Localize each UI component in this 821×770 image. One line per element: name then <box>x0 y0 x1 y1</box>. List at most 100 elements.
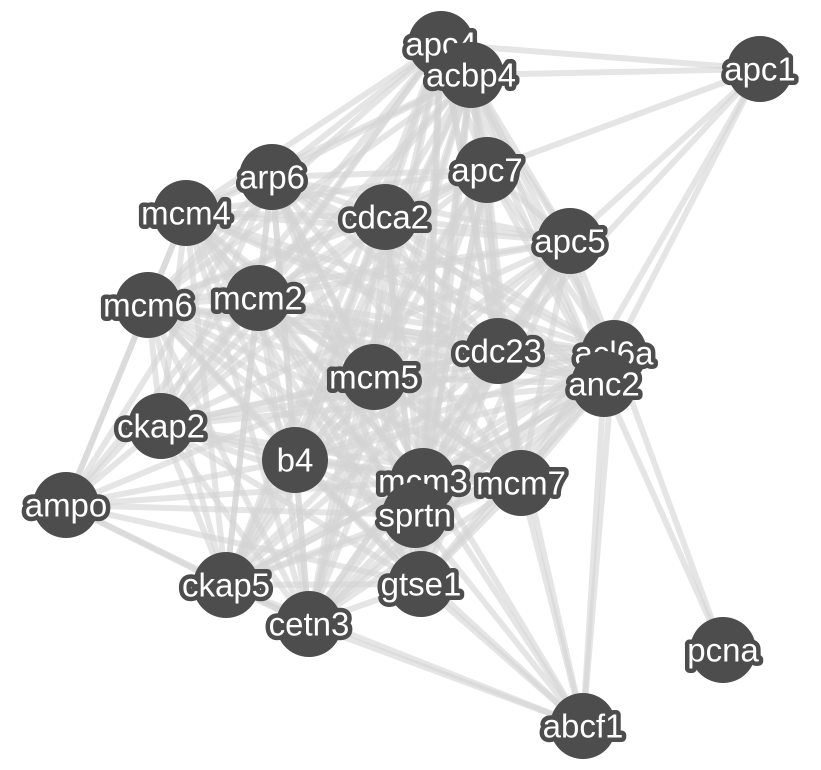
edge-abcf1-mcm5 <box>371 374 586 729</box>
node-pcna[interactable]: pcna <box>683 617 764 683</box>
node-ampo[interactable]: ampo <box>20 472 112 538</box>
node-circle[interactable] <box>352 184 418 250</box>
edge-apc7-mcm4 <box>183 167 490 216</box>
node-apc1[interactable]: apc1 <box>720 36 800 102</box>
edge-abcf1-sprtn <box>412 512 586 729</box>
node-label: cetn3 <box>269 606 350 643</box>
node-acbp4[interactable]: acbp4 <box>422 42 520 108</box>
node-cdca2[interactable]: cdca2 <box>336 184 434 250</box>
edge-mcm2-acl6a <box>255 295 617 356</box>
node-apc5[interactable]: apc5 <box>530 208 610 274</box>
edge-ampo-arp6 <box>63 174 275 508</box>
node-circle[interactable] <box>341 344 407 410</box>
node-arp6[interactable]: arp6 <box>234 144 310 210</box>
edge-cdc23-gtse1 <box>418 348 501 587</box>
edge-mcm4-acl6a <box>183 210 617 356</box>
node-mcm5[interactable]: mcm5 <box>325 344 423 410</box>
node-label: b4 <box>277 442 314 479</box>
node-mcm6[interactable]: mcm6 <box>99 272 197 338</box>
node-circle[interactable] <box>550 693 616 759</box>
node-circle[interactable] <box>727 36 793 102</box>
node-circle[interactable] <box>262 427 328 493</box>
node-label: apc7 <box>451 152 523 189</box>
edge-cdca2-acl6a <box>382 214 617 356</box>
edge-apc1-apc4 <box>438 41 763 72</box>
edge-mcm4-ckap5 <box>183 210 229 588</box>
edge-ckap2-cetn3 <box>158 423 312 627</box>
node-label: mcm7 <box>476 465 566 502</box>
node-gtse1[interactable]: gtse1 <box>376 551 466 617</box>
node-mcm7[interactable]: mcm7 <box>472 450 570 516</box>
edge-ampo-mcm3 <box>63 478 426 508</box>
node-circle[interactable] <box>571 351 637 417</box>
edge-apc1-mcm7 <box>518 66 763 486</box>
node-b4[interactable]: b4 <box>262 427 328 493</box>
node-circle[interactable] <box>239 144 305 210</box>
edge-apc7-ckap2 <box>158 167 490 429</box>
node-label: arp6 <box>239 159 305 196</box>
edge-acl6a-b4 <box>292 350 617 463</box>
edge-arp6-apc7 <box>269 167 490 180</box>
node-circle[interactable] <box>465 318 531 384</box>
node-label: anc2 <box>568 366 640 403</box>
edge-apc1-cdc23 <box>495 66 763 354</box>
edge-mcm2-anc2 <box>255 295 607 387</box>
node-circle[interactable] <box>690 617 756 683</box>
node-sprtn[interactable]: sprtn <box>374 482 456 548</box>
node-label: mcm2 <box>213 280 303 317</box>
node-circle[interactable] <box>454 137 520 203</box>
edge-ampo-mcm5 <box>63 374 377 508</box>
edge-apc1-acbp4 <box>468 66 763 78</box>
node-abcf1[interactable]: abcf1 <box>538 693 628 759</box>
edge-ampo-b4 <box>63 457 298 508</box>
node-circle[interactable] <box>438 42 504 108</box>
node-anc2[interactable]: anc2 <box>564 351 644 417</box>
node-circle[interactable] <box>153 180 219 246</box>
node-label: abcf1 <box>543 708 624 745</box>
node-ckap5[interactable]: ckap5 <box>177 552 275 618</box>
node-cetn3[interactable]: cetn3 <box>264 591 354 657</box>
edge-ampo-sprtn <box>63 502 418 518</box>
node-mcm2[interactable]: mcm2 <box>209 265 307 331</box>
node-label: ampo <box>25 487 108 524</box>
node-ckap2[interactable]: ckap2 <box>112 393 210 459</box>
node-label: pcna <box>687 632 759 669</box>
node-circle[interactable] <box>33 472 99 538</box>
edge-apc5-mcm2 <box>255 238 573 301</box>
node-label: apc1 <box>724 51 796 88</box>
node-cdc23[interactable]: cdc23 <box>449 318 547 384</box>
node-circle[interactable] <box>382 482 448 548</box>
node-circle[interactable] <box>225 265 291 331</box>
node-label: acbp4 <box>426 57 516 94</box>
node-label: cdca2 <box>341 199 429 236</box>
node-label: ckap2 <box>117 408 205 445</box>
node-label: mcm6 <box>103 287 193 324</box>
node-circle[interactable] <box>488 450 554 516</box>
edge-mcm4-mcm7 <box>183 210 524 486</box>
edge-ampo-cetn3 <box>63 502 312 627</box>
edge-ckap2-mcm7 <box>158 423 524 486</box>
node-label: cdc23 <box>454 333 542 370</box>
node-mcm4[interactable]: mcm4 <box>137 180 235 246</box>
edge-abcf1-cdc23 <box>495 348 586 729</box>
edge-pcna-anc2 <box>601 381 726 653</box>
node-circle[interactable] <box>128 393 194 459</box>
edge-apc4-mcm4 <box>183 41 444 216</box>
edge-anc2-b4 <box>292 381 607 463</box>
node-circle[interactable] <box>193 552 259 618</box>
edge-mcm5-ckap2 <box>158 374 377 429</box>
node-label: ckap5 <box>182 567 270 604</box>
node-label: gtse1 <box>381 566 462 603</box>
node-circle[interactable] <box>115 272 181 338</box>
edge-ampo-gtse1 <box>63 502 424 587</box>
node-circle[interactable] <box>537 208 603 274</box>
edge-sprtn-ckap5 <box>223 512 418 588</box>
node-circle[interactable] <box>388 551 454 617</box>
edge-apc1-apc7 <box>484 66 763 173</box>
edge-ampo-mcm6 <box>63 302 151 508</box>
node-apc7[interactable]: apc7 <box>447 137 527 203</box>
node-label: mcm4 <box>141 195 231 232</box>
node-circle[interactable] <box>276 591 342 657</box>
